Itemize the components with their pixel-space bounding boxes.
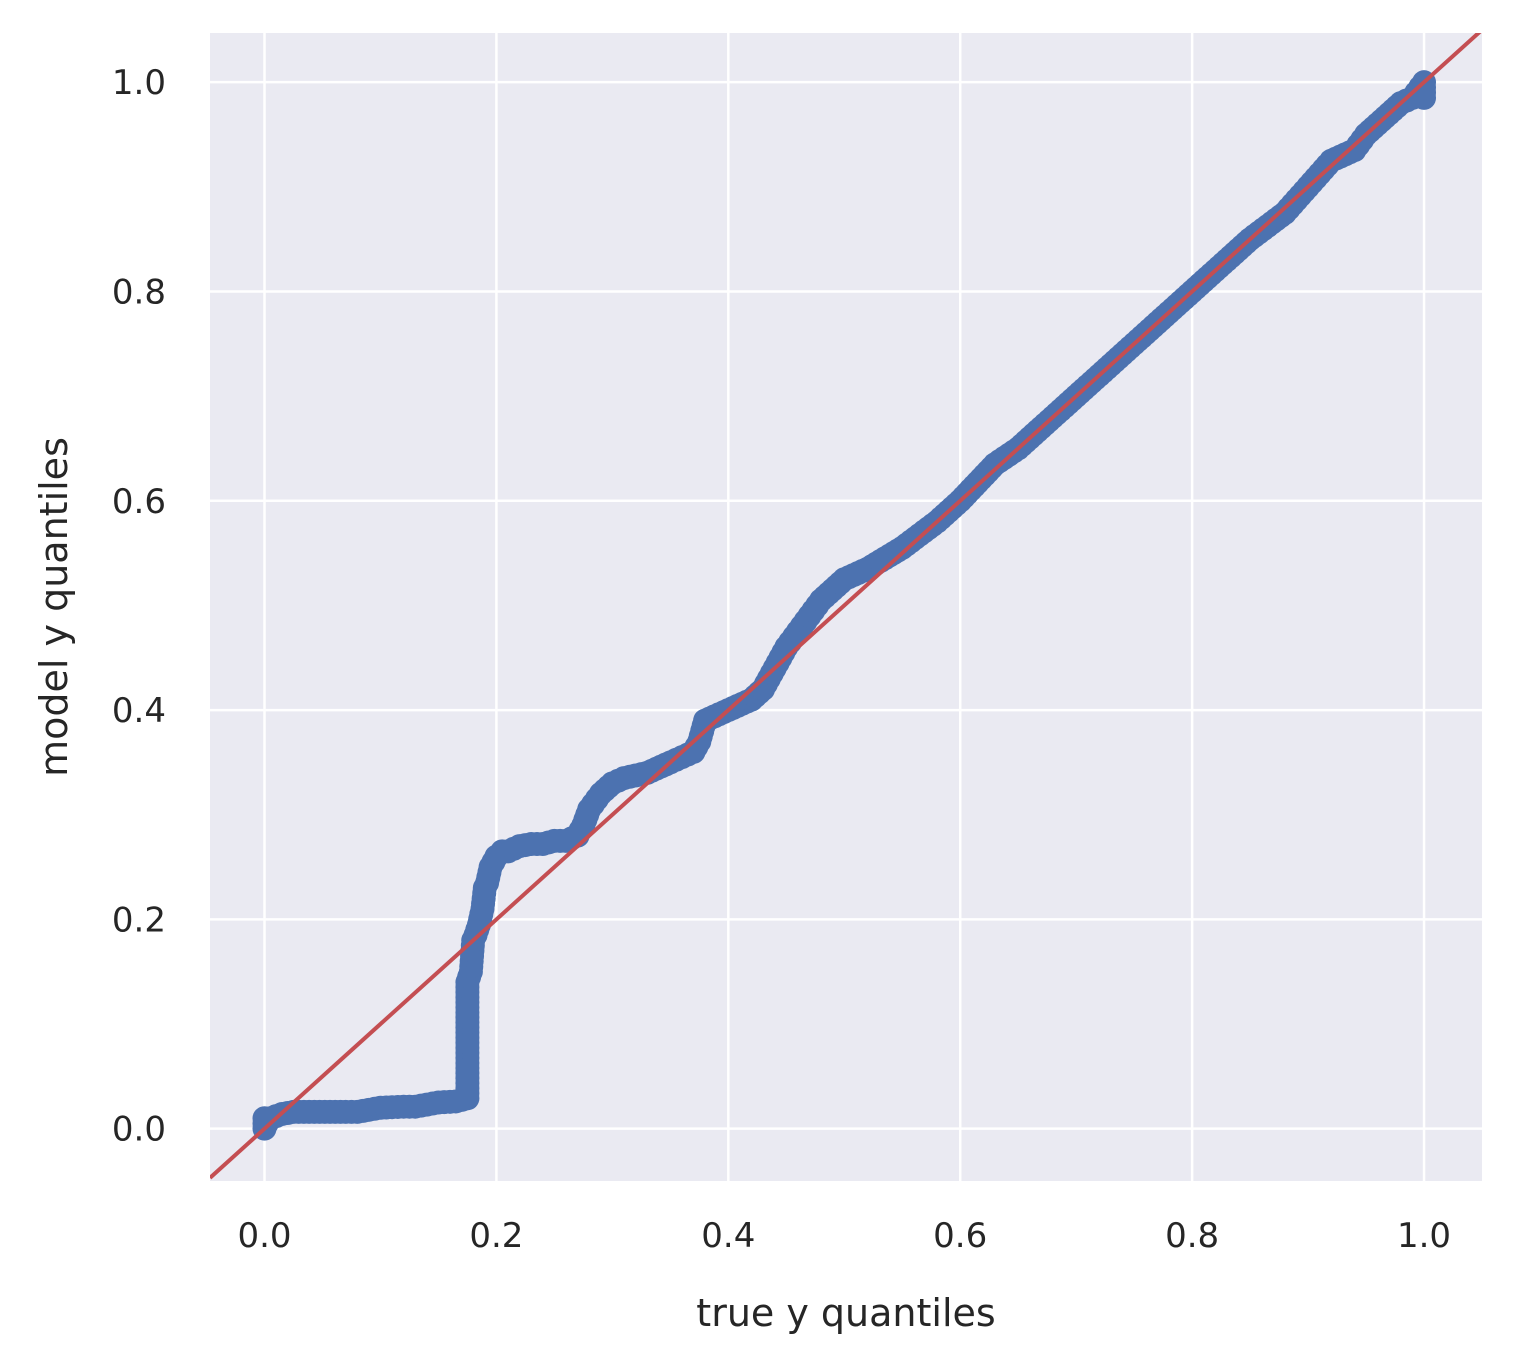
- x-tick-label: 0.2: [469, 1216, 523, 1256]
- y-tick-label: 0.4: [112, 691, 166, 731]
- data-point: [1412, 85, 1437, 110]
- y-tick-label: 0.8: [112, 272, 166, 312]
- y-tick-label: 0.2: [112, 900, 166, 940]
- x-axis-label: true y quantiles: [696, 1291, 995, 1335]
- reference-line: [210, 33, 1482, 1180]
- y-tick-label: 1.0: [112, 63, 166, 103]
- x-tick-label: 0.8: [1165, 1216, 1219, 1256]
- y-tick-label: 0.6: [112, 482, 166, 522]
- data-area: [210, 33, 1482, 1180]
- y-tick-label: 0.0: [112, 1110, 166, 1150]
- x-tick-label: 1.0: [1397, 1216, 1451, 1256]
- x-tick-labels: 0.0 0.2 0.4 0.6 0.8 1.0: [237, 1216, 1451, 1256]
- y-axis-label: model y quantiles: [32, 437, 76, 777]
- x-tick-label: 0.6: [933, 1216, 987, 1256]
- y-tick-labels: 0.0 0.2 0.4 0.6 0.8 1.0: [112, 63, 166, 1149]
- x-tick-label: 0.0: [237, 1216, 291, 1256]
- x-tick-label: 0.4: [701, 1216, 755, 1256]
- grid-lines: [210, 33, 1482, 1181]
